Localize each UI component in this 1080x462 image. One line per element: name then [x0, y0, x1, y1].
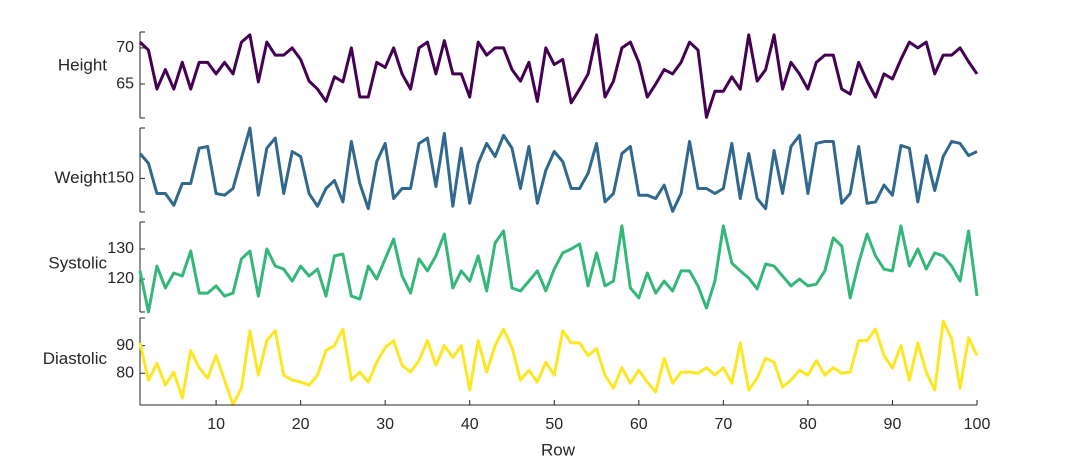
- y-axis-label: Diastolic: [43, 349, 108, 368]
- x-axis-label: Row: [541, 440, 576, 459]
- x-tick-label: 50: [545, 416, 563, 433]
- y-axis-label: Systolic: [48, 253, 107, 272]
- series-line: [138, 126, 978, 213]
- series-line: [138, 319, 979, 407]
- series-line: [138, 224, 979, 314]
- y-tick-label: 70: [116, 39, 134, 56]
- x-tick-label: 20: [292, 416, 310, 433]
- y-axis-label: Height: [58, 55, 107, 74]
- y-tick-label: 90: [116, 337, 134, 354]
- y-tick-label: 120: [107, 270, 134, 287]
- x-tick-label: 10: [207, 416, 225, 433]
- x-tick-label: 40: [461, 416, 479, 433]
- series-line: [138, 33, 979, 119]
- y-tick-label: 130: [107, 240, 134, 257]
- y-axis-label: Weight: [54, 168, 107, 187]
- x-tick-label: 80: [799, 416, 817, 433]
- x-tick-label: 70: [714, 416, 732, 433]
- y-tick-label: 80: [116, 364, 134, 381]
- x-tick-label: 90: [884, 416, 902, 433]
- x-tick-label: 100: [964, 416, 991, 433]
- x-tick-label: 30: [376, 416, 394, 433]
- x-tick-label: 60: [630, 416, 648, 433]
- y-tick-label: 150: [107, 170, 134, 187]
- y-tick-label: 65: [116, 75, 134, 92]
